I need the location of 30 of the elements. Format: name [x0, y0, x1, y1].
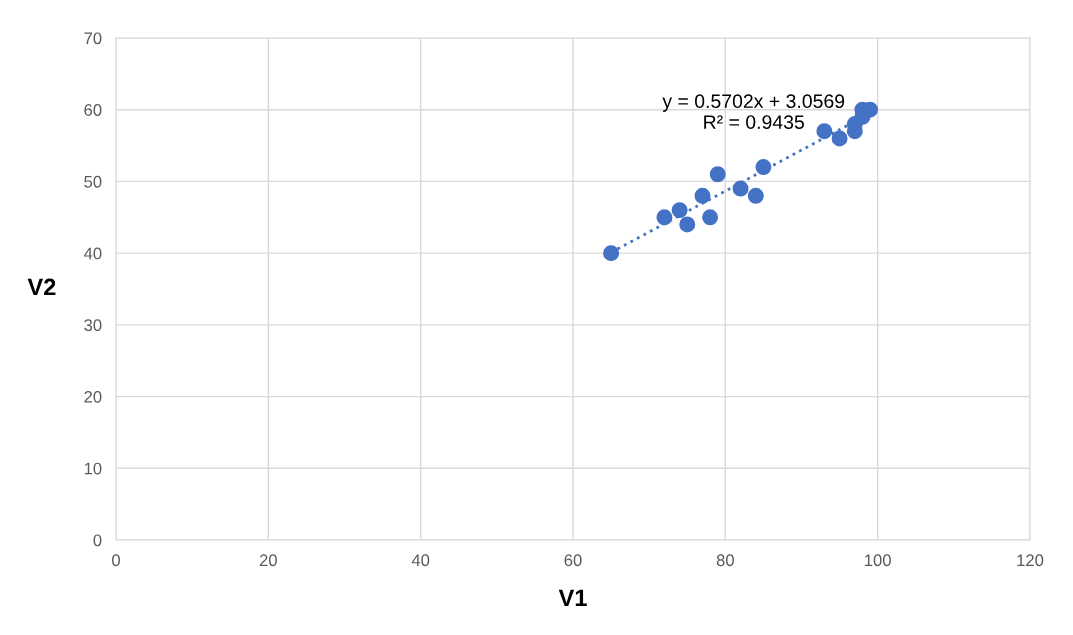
point — [702, 209, 719, 226]
y-tick-label: 10 — [84, 462, 102, 475]
y-tick-label: 60 — [84, 104, 102, 116]
x-tick-label: 100 — [865, 554, 891, 567]
x-tick-label: 20 — [259, 554, 277, 567]
annotation: y = 0.5702x + 3.0569 R² = 0.9435 — [662, 94, 845, 129]
point — [679, 216, 696, 233]
x-tick-label: 120 — [1017, 554, 1044, 567]
point — [816, 123, 833, 140]
point — [603, 245, 620, 262]
y-tick-label: 40 — [83, 247, 102, 260]
y-tick-label: 50 — [84, 175, 102, 188]
point — [671, 202, 688, 219]
point — [747, 187, 764, 204]
point — [755, 159, 772, 176]
x-tick-label: 40 — [411, 554, 430, 567]
y-tick-label: 30 — [84, 319, 102, 332]
point — [831, 130, 848, 147]
point — [694, 187, 711, 204]
y-axis-title: V2 — [27, 278, 56, 296]
x-tick-label: 60 — [564, 554, 582, 567]
x-tick-label: 0 — [112, 554, 120, 567]
y-tick-label: 70 — [84, 32, 102, 45]
point — [732, 180, 749, 197]
y-tick-label: 0 — [93, 534, 102, 547]
x-tick-label: 80 — [716, 554, 734, 567]
x-axis-title: V1 — [558, 589, 587, 606]
point — [656, 209, 673, 226]
point — [709, 166, 726, 183]
y-tick-label: 20 — [84, 390, 102, 403]
